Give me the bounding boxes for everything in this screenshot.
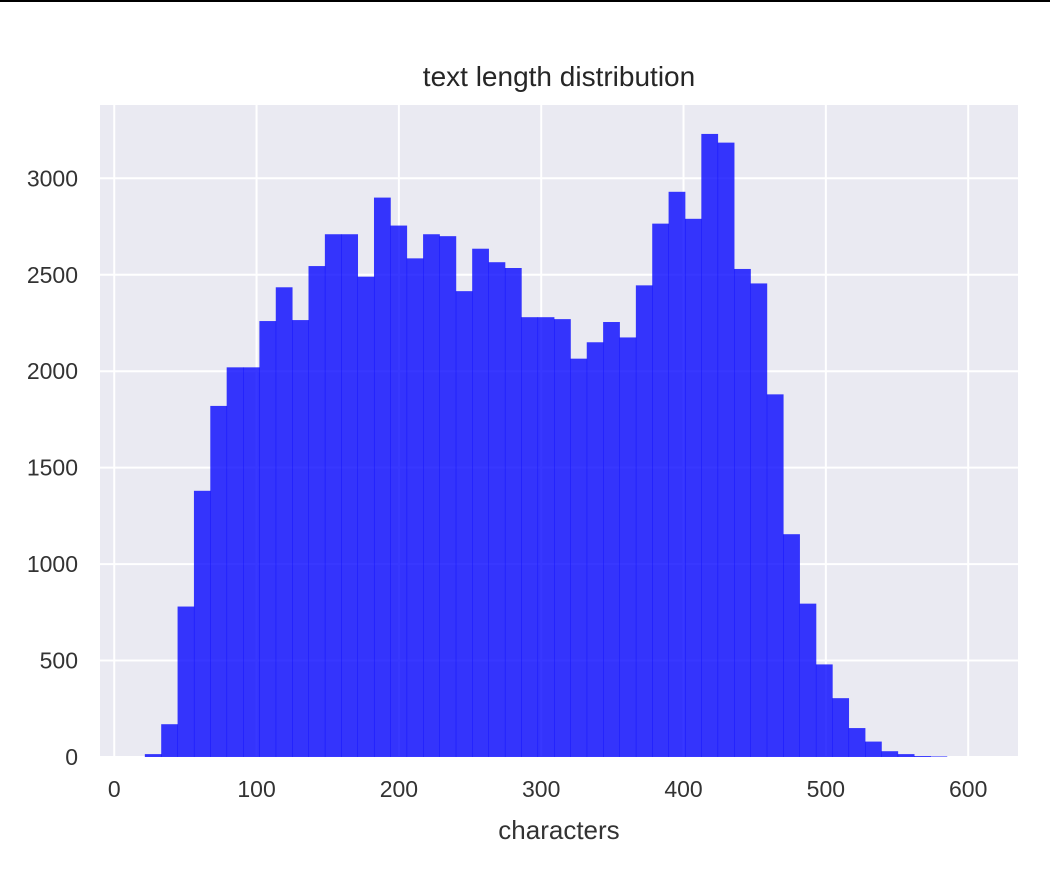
y-tick-labels: 0 500 1000 1500 2000 2500 3000 [27,165,78,770]
histogram-bar [521,317,539,757]
histogram-bar [701,133,719,757]
y-tick-label: 1000 [27,551,78,577]
histogram-bar [161,724,178,757]
histogram-bar [423,234,440,758]
x-tick-label: 400 [664,776,702,802]
histogram-bar [619,337,637,757]
histogram-bar [144,754,162,757]
histogram-bar [815,664,833,757]
histogram-bar [243,367,260,757]
histogram-bar [930,756,948,757]
x-tick-label: 200 [380,776,418,802]
histogram-bar [472,248,489,757]
y-tick-label: 2500 [27,262,78,288]
histogram-bar [554,319,571,757]
histogram-bar [504,268,522,757]
y-tick-label: 3000 [27,165,78,191]
histogram-bars [144,133,948,758]
x-tick-label: 600 [949,776,987,802]
histogram-bar [684,218,702,757]
histogram-bar [226,367,244,757]
histogram-bar [275,287,293,757]
histogram-bar [848,728,866,757]
x-tick-labels: 0 100 200 300 400 500 600 [108,776,988,802]
histogram-bar [210,405,228,757]
histogram-bar [635,285,653,757]
histogram-bar [750,283,768,757]
x-tick-label: 100 [237,776,275,802]
x-tick-label: 500 [807,776,845,802]
histogram-bar [488,262,506,757]
x-tick-label: 300 [522,776,560,802]
histogram-bar [373,197,391,758]
histogram-bar [455,291,473,757]
top-border-line [0,0,1050,2]
histogram-bar [570,358,588,757]
histogram-bar [783,534,800,757]
histogram-bar [177,606,195,757]
x-tick-label: 0 [108,776,121,802]
histogram-bar [717,142,735,757]
histogram-bar [881,751,899,757]
x-axis-label: characters [498,815,619,845]
histogram-bar [193,490,211,757]
histogram-bar [914,756,931,757]
histogram-bar [439,236,457,758]
histogram-bar [341,234,359,758]
histogram-bar [799,603,817,757]
histogram-bar [406,258,424,757]
histogram-bar [652,223,669,757]
histogram-bar [832,698,850,757]
histogram-bar [897,754,915,757]
histogram-bar [766,394,784,757]
y-tick-label: 500 [40,648,78,674]
histogram-bar [390,225,408,757]
histogram-bar [357,276,375,757]
histogram-bar [668,191,686,758]
histogram-bar [308,266,326,757]
histogram-bar [259,321,277,757]
histogram-bar [586,342,604,757]
histogram-bar [603,322,620,757]
histogram-bar [865,741,882,757]
chart-title: text length distribution [423,61,695,92]
histogram-bar [292,320,309,757]
y-tick-label: 0 [65,744,78,770]
histogram-bar [734,268,751,757]
histogram-bar [537,317,555,757]
histogram-bar [324,234,342,758]
y-tick-label: 1500 [27,455,78,481]
y-tick-label: 2000 [27,358,78,384]
